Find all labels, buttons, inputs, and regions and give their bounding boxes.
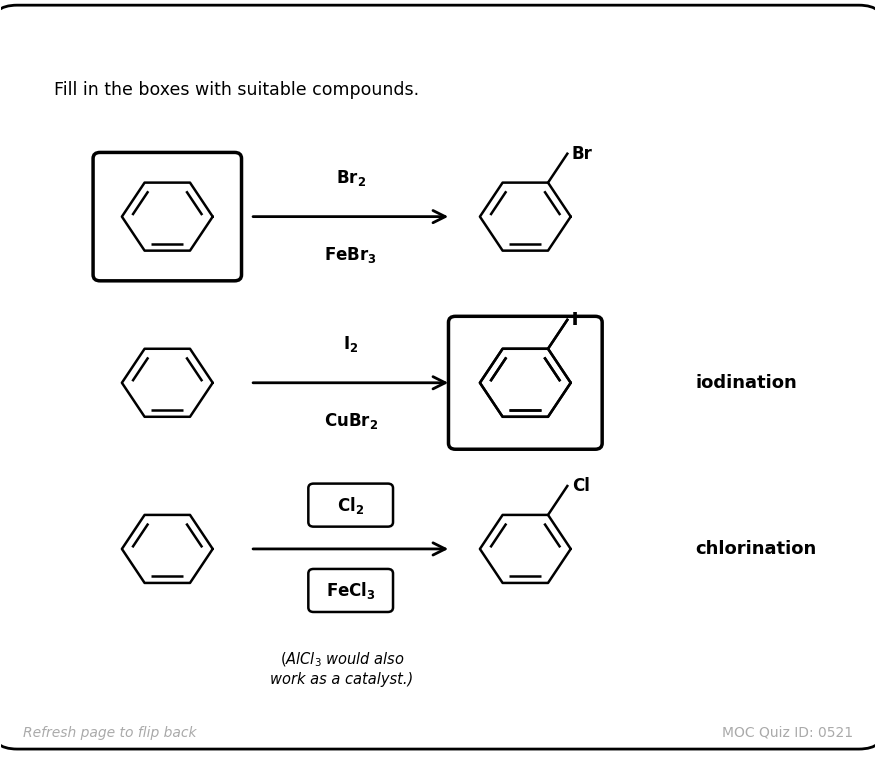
- Text: chlorination: chlorination: [696, 540, 816, 558]
- Text: Refresh page to flip back: Refresh page to flip back: [24, 726, 197, 740]
- Text: $\mathbf{I_2}$: $\mathbf{I_2}$: [343, 334, 358, 354]
- Text: I: I: [572, 311, 578, 329]
- FancyBboxPatch shape: [0, 5, 876, 749]
- FancyBboxPatch shape: [93, 152, 242, 280]
- Text: I: I: [572, 311, 578, 329]
- Text: $\mathbf{Cl_2}$: $\mathbf{Cl_2}$: [337, 495, 364, 515]
- Text: $(AlCl_3$ would also
work as a catalyst.): $(AlCl_3$ would also work as a catalyst.…: [271, 651, 413, 687]
- FancyBboxPatch shape: [308, 569, 393, 612]
- Text: Cl: Cl: [572, 477, 590, 495]
- Text: $\mathbf{FeBr_3}$: $\mathbf{FeBr_3}$: [324, 246, 377, 265]
- Text: $\mathbf{CuBr_2}$: $\mathbf{CuBr_2}$: [323, 412, 378, 431]
- Text: $\mathbf{FeCl_3}$: $\mathbf{FeCl_3}$: [326, 580, 376, 601]
- Text: Fill in the boxes with suitable compounds.: Fill in the boxes with suitable compound…: [53, 80, 419, 99]
- Text: iodination: iodination: [696, 374, 797, 392]
- Text: MOC Quiz ID: 0521: MOC Quiz ID: 0521: [722, 726, 852, 740]
- FancyBboxPatch shape: [308, 484, 393, 527]
- Text: $\mathbf{Br_2}$: $\mathbf{Br_2}$: [336, 168, 365, 188]
- Text: Br: Br: [572, 145, 592, 163]
- FancyBboxPatch shape: [449, 316, 602, 449]
